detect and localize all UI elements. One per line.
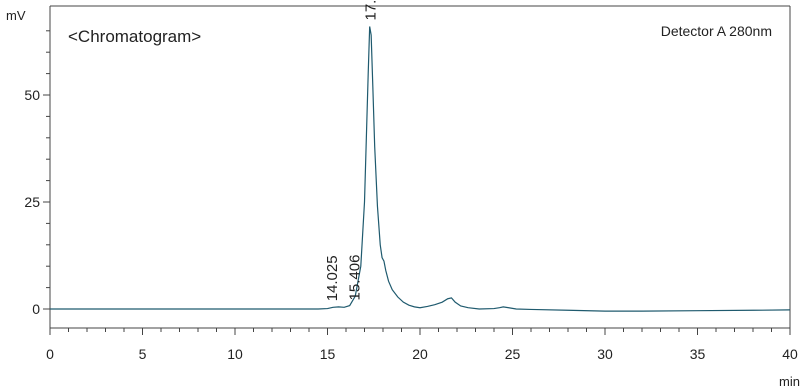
x-tick-label: 25 xyxy=(505,346,521,362)
x-axis-ticks: 0 5 10 15 20 25 30 35 40 xyxy=(46,328,798,362)
chromatogram-trace xyxy=(50,26,791,312)
y-axis-ticks: 0 25 50 xyxy=(24,30,50,317)
x-tick-label: 5 xyxy=(139,346,147,362)
x-tick-label: 20 xyxy=(412,346,428,362)
x-tick-label: 10 xyxy=(227,346,243,362)
chart-title: <Chromatogram> xyxy=(68,27,201,46)
y-tick-label: 0 xyxy=(32,301,40,317)
x-tick-label: 30 xyxy=(597,346,613,362)
peak-label: 17.264 xyxy=(363,0,380,21)
peak-label: 15.406 xyxy=(346,255,363,301)
peak-label: 14.025 xyxy=(324,255,341,301)
y-axis-unit: mV xyxy=(6,8,26,23)
y-tick-label: 50 xyxy=(24,87,40,103)
detector-label: Detector A 280nm xyxy=(661,23,772,39)
y-tick-label: 25 xyxy=(24,194,40,210)
x-tick-label: 15 xyxy=(320,346,336,362)
x-tick-label: 0 xyxy=(46,346,54,362)
peak-labels: 14.025 15.406 17.264 xyxy=(324,0,379,301)
x-tick-label: 35 xyxy=(690,346,706,362)
x-axis-unit: min xyxy=(779,374,800,389)
x-tick-label: 40 xyxy=(782,346,798,362)
